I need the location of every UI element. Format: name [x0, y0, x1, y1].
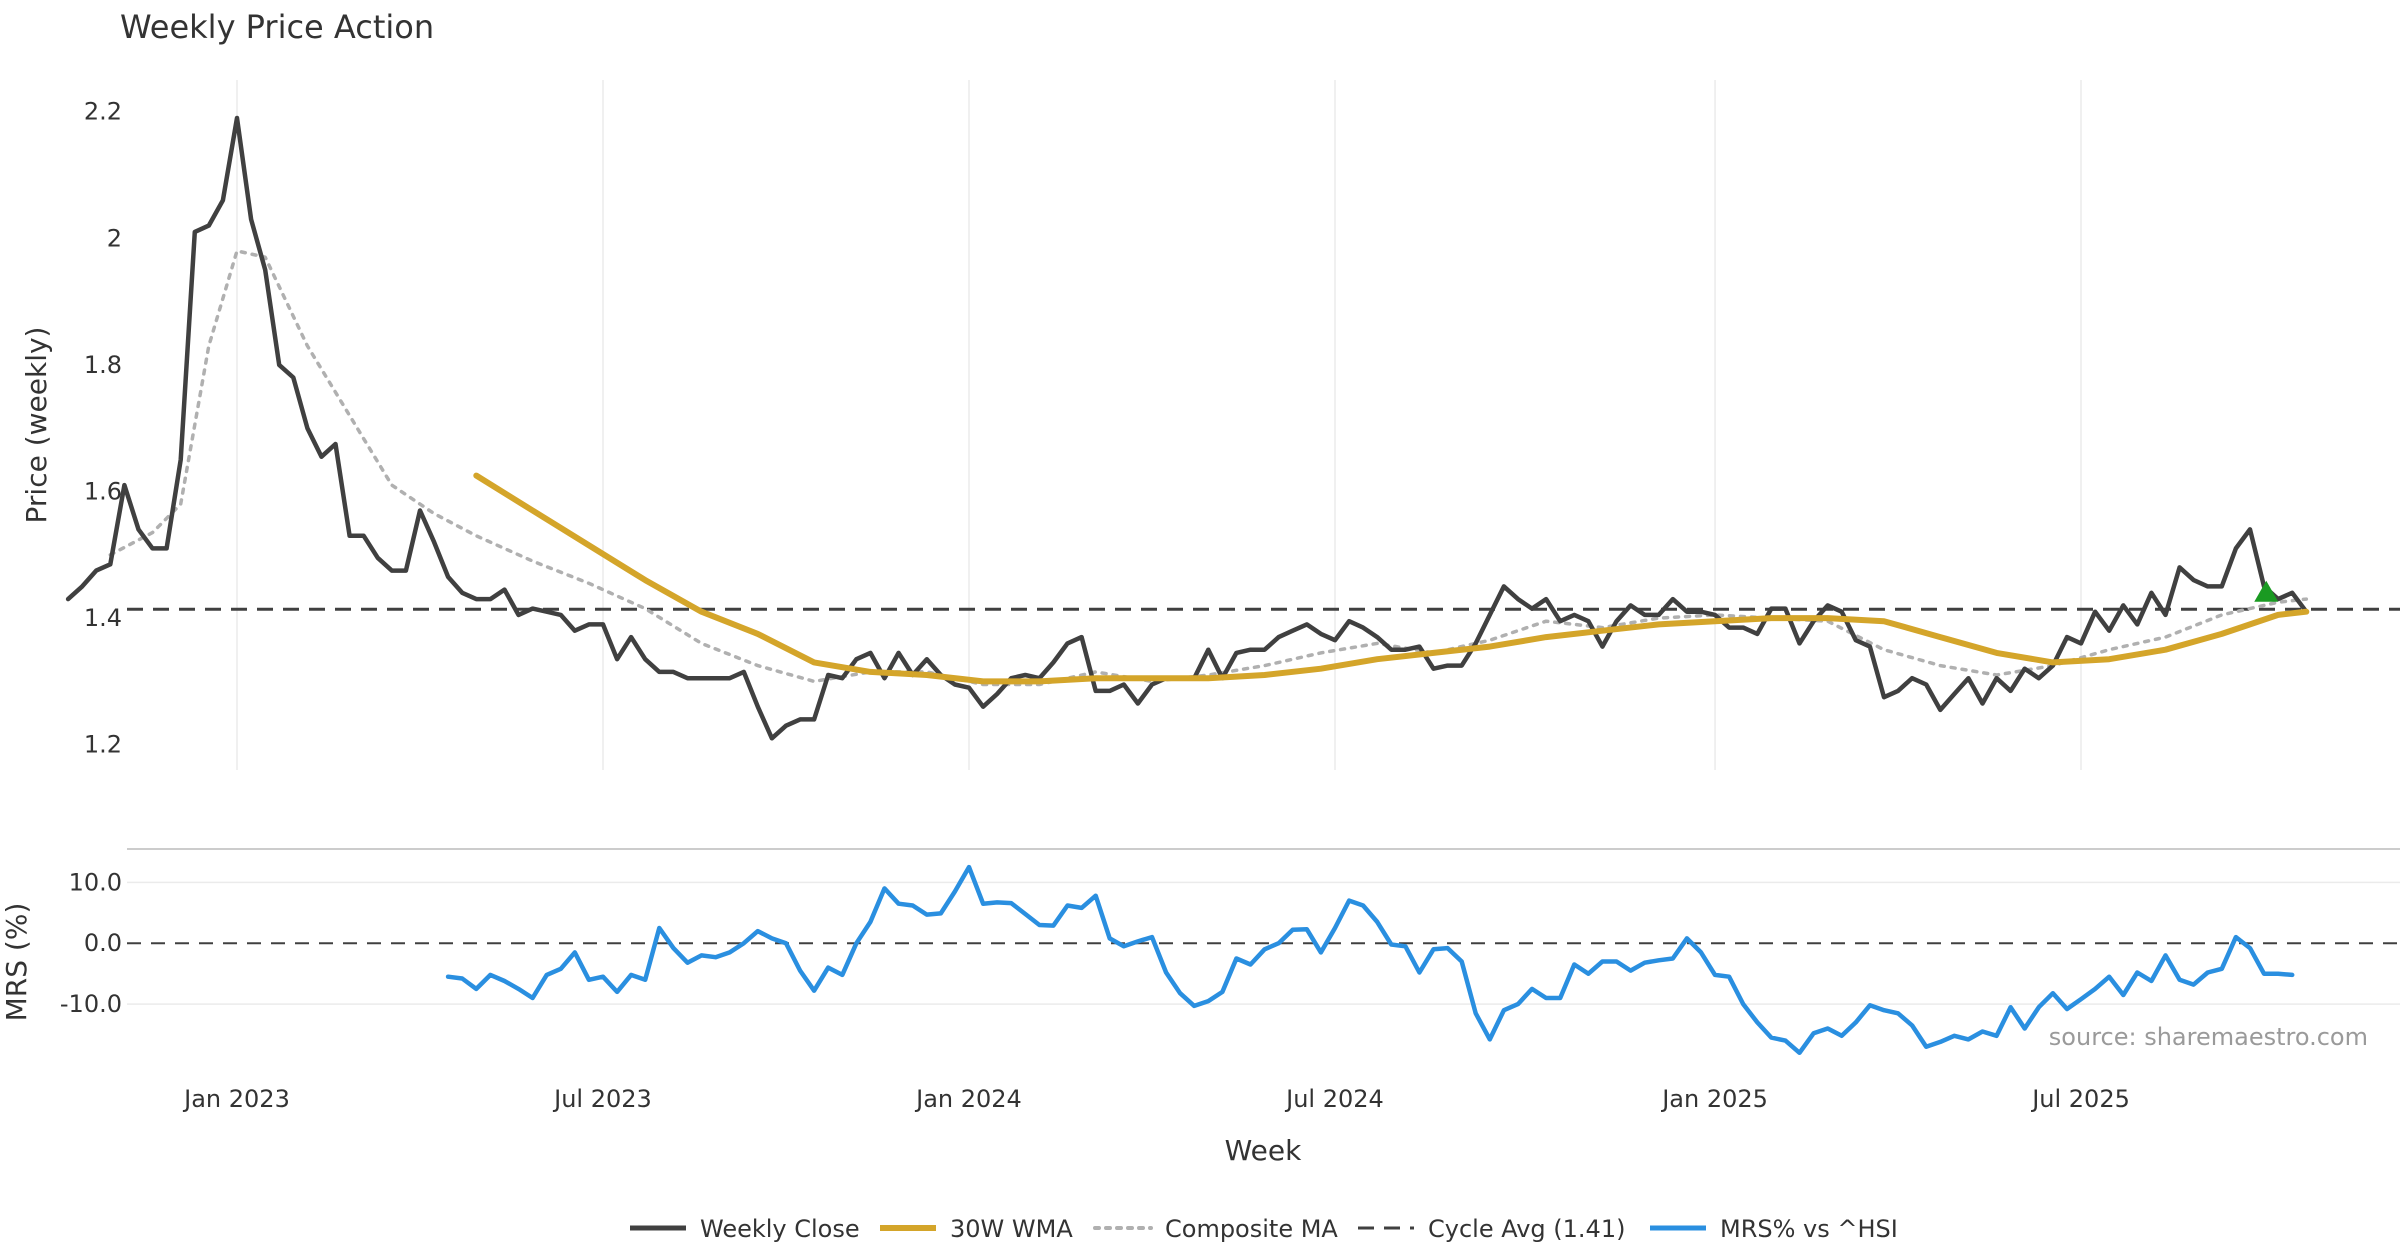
- price-ytick-label: 1.4: [84, 604, 122, 632]
- x-axis-ticks: Jan 2023 Jul 2023 Jan 2024 Jul 2024 Jan 2025…: [182, 1085, 2130, 1113]
- legend-label-close: Weekly Close: [700, 1215, 860, 1243]
- price-ytick-label: 1.8: [84, 351, 122, 379]
- signal-marker-triangle: [2254, 580, 2279, 602]
- legend-label-wma: 30W WMA: [950, 1215, 1073, 1243]
- legend-label-cycle: Cycle Avg (1.41): [1428, 1215, 1625, 1243]
- series-mrs: [445, 864, 2295, 1056]
- legend-label-mrs: MRS% vs ^HSI: [1720, 1215, 1898, 1243]
- x-tick-label: Jan 2025: [1660, 1085, 1768, 1113]
- legend: Weekly Close 30W WMA Composite MA Cycle Avg…: [630, 1215, 1898, 1243]
- x-tick-label: Jul 2024: [1284, 1085, 1384, 1113]
- series-30w-wma: [473, 472, 2310, 685]
- x-axis-label: Week: [1225, 1134, 1302, 1167]
- price-ytick-label: 2.2: [84, 98, 122, 126]
- price-ytick-label: 2: [107, 224, 122, 252]
- x-tick-label: Jul 2025: [2030, 1085, 2130, 1113]
- mrs-ytick-label: -10.0: [60, 990, 122, 1018]
- x-tick-label: Jan 2023: [182, 1085, 290, 1113]
- legend-label-composite: Composite MA: [1165, 1215, 1338, 1243]
- mrs-y-ticks: 10.0 0.0 -10.0: [60, 868, 122, 1018]
- mrs-grid: [127, 881, 2400, 1005]
- mrs-y-axis-label: MRS (%): [0, 903, 33, 1022]
- price-ytick-label: 1.6: [84, 477, 122, 505]
- series-composite-ma: [108, 249, 2309, 687]
- mrs-series: [445, 864, 2295, 1056]
- price-y-axis-label: Price (weekly): [20, 327, 53, 524]
- x-tick-label: Jul 2023: [552, 1085, 652, 1113]
- price-y-ticks: 1.2 1.4 1.6 1.8 2 2.2: [84, 98, 122, 759]
- price-ytick-label: 1.2: [84, 731, 122, 759]
- mrs-ytick-label: 10.0: [69, 868, 122, 896]
- mrs-ytick-label: 0.0: [84, 929, 122, 957]
- price-grid: [236, 80, 2082, 770]
- source-note: source: sharemaestro.com: [2049, 1023, 2368, 1051]
- price-series: [65, 115, 2310, 741]
- x-tick-label: Jan 2024: [914, 1085, 1022, 1113]
- chart-title: Weekly Price Action: [120, 8, 434, 46]
